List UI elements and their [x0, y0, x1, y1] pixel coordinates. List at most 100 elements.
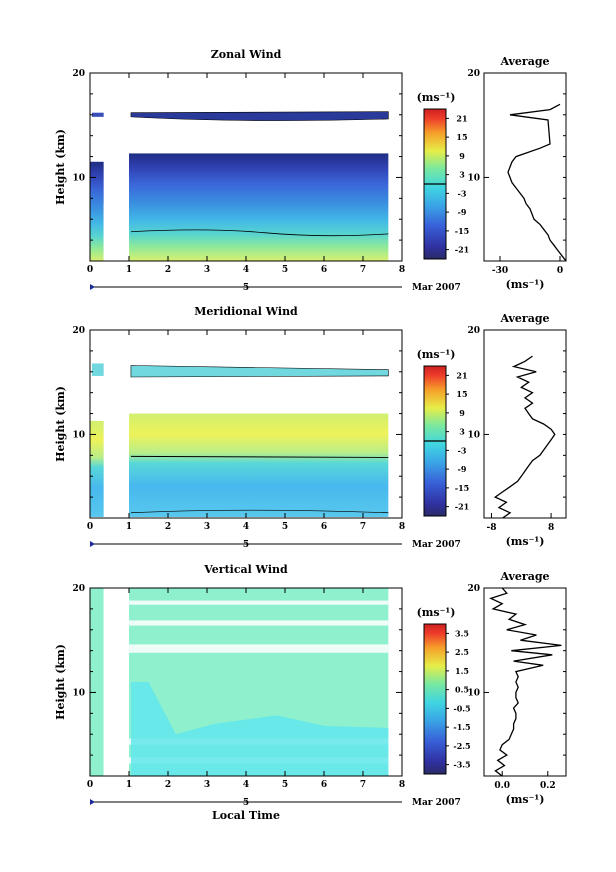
average-frame-1: [483, 329, 567, 519]
colorbar-tick-label: 21: [456, 113, 467, 123]
vertical-cyan-region: [130, 682, 389, 776]
x-tick-label: 8: [399, 522, 405, 532]
x-tick-label: 1: [126, 780, 132, 790]
y-axis-label: Height (km): [54, 644, 67, 720]
x-tick-label: 0: [87, 522, 93, 532]
date-month-label: Mar 2007: [412, 540, 461, 550]
colorbar: [423, 623, 447, 775]
colorbar-tick-label: -21: [455, 502, 469, 512]
colorbar-tick-label: 0.5: [455, 685, 469, 695]
date-day-label: 5: [243, 540, 249, 550]
panel-title: Meridional Wind: [194, 305, 298, 318]
y-axis-label: Height (km): [54, 129, 67, 205]
average-y-tick-label: 20: [467, 326, 480, 336]
colorbar-tick-label: 15: [456, 389, 467, 399]
average-title: Average: [499, 55, 549, 68]
colorbar-tick-label: -9: [458, 207, 467, 217]
x-tick-label: 5: [282, 780, 288, 790]
average-frame-2: [483, 587, 567, 777]
colorbar-tick-label: -2.5: [453, 741, 470, 751]
meridional-field-main: [129, 413, 389, 517]
colorbar-tick-label: -1.5: [453, 722, 470, 732]
average-x-tick-label: 0: [557, 266, 563, 276]
zonal-jet-left: [91, 112, 104, 117]
data-gap: [103, 588, 129, 776]
average-frame-0: [483, 72, 567, 262]
average-y-tick-label: 20: [467, 69, 480, 79]
zonal-field-left: [90, 161, 104, 261]
colorbar-tick-label: -15: [455, 226, 469, 236]
y-tick-label: 10: [72, 688, 85, 698]
x-tick-label: 4: [243, 522, 249, 532]
date-axis-marker: [90, 799, 95, 805]
average-x-tick-label: -8: [486, 523, 496, 533]
colorbar-tick-label: -15: [455, 483, 469, 493]
colorbar-unit: (ms⁻¹): [417, 606, 456, 619]
average-xlabel: (ms⁻¹): [506, 535, 545, 548]
x-tick-label: 0: [87, 780, 93, 790]
x-tick-label: 2: [165, 522, 171, 532]
x-tick-label: 6: [321, 780, 327, 790]
x-axis-label: Local Time: [212, 809, 280, 822]
x-tick-label: 8: [399, 780, 405, 790]
y-tick-label: 20: [72, 326, 85, 336]
x-tick-label: 7: [360, 522, 366, 532]
date-axis-marker: [90, 284, 95, 290]
colorbar-tick-label: -3: [458, 445, 467, 455]
average-title: Average: [499, 312, 549, 325]
meridional-contour-low: [130, 509, 389, 514]
meridional-upper-band: [130, 365, 389, 378]
x-tick-label: 7: [360, 780, 366, 790]
average-y-tick-label: 10: [467, 688, 480, 698]
average-profile-line: [489, 587, 562, 777]
average-profile-line: [493, 355, 556, 519]
x-tick-label: 3: [204, 522, 210, 532]
date-month-label: Mar 2007: [412, 798, 461, 808]
x-tick-label: 5: [282, 265, 288, 275]
field-1: [90, 363, 389, 517]
date-day-label: 5: [243, 798, 249, 808]
average-y-tick-label: 10: [467, 430, 480, 440]
x-tick-label: 1: [126, 265, 132, 275]
average-x-tick-label: -30: [492, 266, 508, 276]
colorbar-tick-label: 15: [456, 132, 467, 142]
meridional-contour: [130, 455, 389, 458]
average-profile-line: [507, 103, 567, 262]
vertical-field-left: [90, 588, 104, 776]
colorbar-unit: (ms⁻¹): [417, 91, 456, 104]
panel-title: Vertical Wind: [203, 563, 288, 576]
average-xlabel: (ms⁻¹): [506, 793, 545, 806]
date-month-label: Mar 2007: [412, 283, 461, 293]
colorbar-tick-label: -0.5: [453, 703, 470, 713]
average-y-tick-label: 10: [467, 173, 480, 183]
colorbar-tick-label: -3: [458, 188, 467, 198]
x-tick-label: 7: [360, 265, 366, 275]
y-tick-label: 10: [72, 430, 85, 440]
x-tick-label: 6: [321, 265, 327, 275]
field-2: [90, 588, 389, 776]
x-tick-label: 2: [165, 780, 171, 790]
average-x-tick-label: 8: [548, 523, 554, 533]
data-gap: [103, 203, 129, 261]
colorbar-tick-label: 21: [456, 370, 467, 380]
colorbar-tick-label: 9: [459, 408, 465, 418]
x-tick-label: 6: [321, 522, 327, 532]
panel-title: Zonal Wind: [211, 48, 282, 61]
x-tick-label: 3: [204, 780, 210, 790]
x-tick-label: 5: [282, 522, 288, 532]
colorbar-tick-label: 3: [459, 427, 465, 437]
colorbar-tick-label: 3.5: [455, 628, 469, 638]
colorbar-unit: (ms⁻¹): [417, 348, 456, 361]
zonal-contour: [130, 229, 389, 237]
missing-data-0: [129, 644, 389, 653]
date-axis-marker: [90, 541, 95, 547]
zonal-jet-band: [130, 111, 389, 121]
y-tick-label: 20: [72, 584, 85, 594]
x-tick-label: 3: [204, 265, 210, 275]
colorbar-tick-label: 1.5: [455, 666, 469, 676]
x-tick-label: 2: [165, 265, 171, 275]
colorbar-tick-label: -21: [455, 245, 469, 255]
y-tick-label: 20: [72, 69, 85, 79]
date-day-label: 5: [243, 283, 249, 293]
meridional-upper-left: [91, 363, 104, 376]
